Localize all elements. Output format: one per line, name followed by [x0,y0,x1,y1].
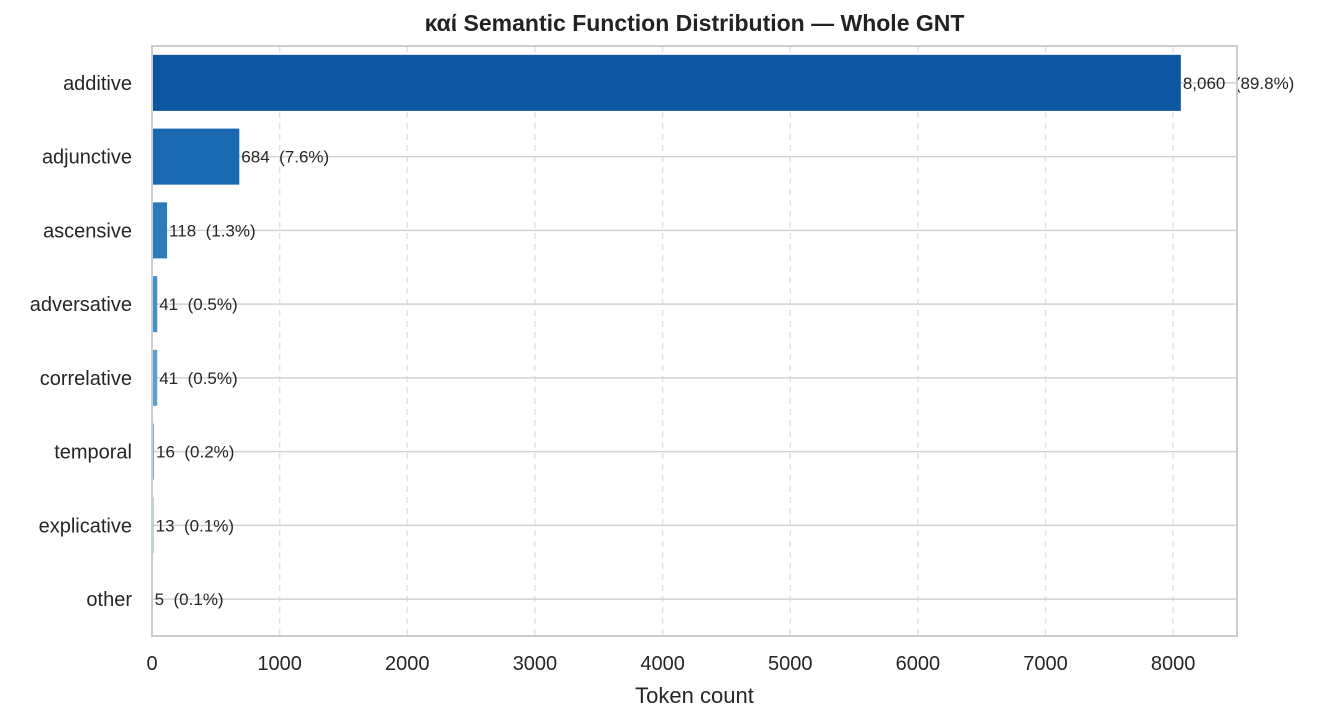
data-label-adversative: 41 (0.5%) [159,295,237,314]
bar-ascensive [152,202,168,259]
x-tick-label: 4000 [640,653,685,675]
data-label-adjunctive: 684 (7.6%) [241,148,329,167]
data-label-ascensive: 118 (1.3%) [169,221,256,240]
data-label-explicative: 13 (0.1%) [156,516,234,535]
y-tick-label-temporal: temporal [54,442,132,464]
plot-frame [151,45,1238,637]
chart-title: καί Semantic Function Distribution — Who… [424,10,965,36]
x-tick-label: 6000 [896,653,941,675]
bars-layer [152,54,1181,628]
bar-adjunctive [152,128,240,185]
y-tick-label-correlative: correlative [40,368,132,390]
labels-layer: 8,060 (89.8%) 684 (7.6%) 118 (1.3%) 41 (0.5… [155,74,1295,609]
bar-adversative [152,276,158,333]
bar-correlative [152,349,158,406]
y-tick-label-ascensive: ascensive [43,220,132,242]
y-tick-label-adjunctive: adjunctive [42,147,132,169]
x-tick-label: 8000 [1151,653,1196,675]
y-tick-label-adversative: adversative [30,294,132,316]
y-tick-label-additive: additive [63,73,132,95]
x-tick-label: 7000 [1023,653,1068,675]
data-label-additive: 8,060 (89.8%) [1183,74,1295,93]
y-tick-label-explicative: explicative [39,515,132,537]
x-axis-title: Token count [635,683,754,708]
data-label-other: 5 (0.1%) [155,590,224,609]
bar-additive [152,54,1181,111]
x-tick-label: 3000 [513,653,558,675]
y-tick-label-other: other [86,589,132,611]
bar-temporal [152,423,155,480]
axis-layer: 0 1000 2000 3000 4000 5000 6000 7000 8000 additiv… [30,73,1196,675]
x-tick-label: 1000 [257,653,302,675]
grid-layer [151,46,1237,636]
data-label-temporal: 16 (0.2%) [156,443,234,462]
x-tick-label: 0 [146,653,157,675]
data-label-correlative: 41 (0.5%) [159,369,237,388]
x-tick-label: 5000 [768,653,813,675]
x-tick-label: 2000 [385,653,430,675]
